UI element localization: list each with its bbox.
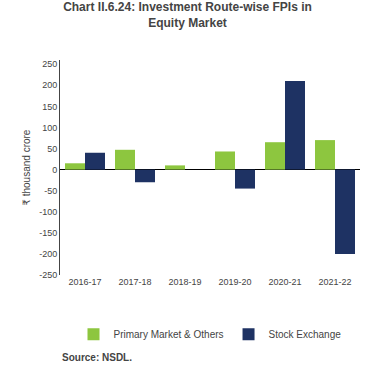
svg-text:-200: -200 [39, 249, 57, 259]
svg-text:-50: -50 [44, 186, 57, 196]
svg-text:250: 250 [42, 59, 57, 69]
svg-text:2016-17: 2016-17 [68, 277, 101, 287]
svg-text:₹ thousand crore: ₹ thousand crore [21, 129, 32, 205]
svg-text:50: 50 [47, 144, 57, 154]
svg-text:Stock Exchange: Stock Exchange [269, 329, 342, 340]
svg-text:2019-20: 2019-20 [218, 277, 251, 287]
svg-text:-150: -150 [39, 228, 57, 238]
svg-text:2021-22: 2021-22 [318, 277, 351, 287]
svg-text:2017-18: 2017-18 [118, 277, 151, 287]
svg-text:100: 100 [42, 123, 57, 133]
svg-text:-100: -100 [39, 207, 57, 217]
svg-text:-250: -250 [39, 270, 57, 280]
svg-text:2018-19: 2018-19 [168, 277, 201, 287]
svg-text:150: 150 [42, 102, 57, 112]
svg-text:Chart II.6.24: Investment Rout: Chart II.6.24: Investment Route-wise FPI… [63, 0, 312, 30]
svg-text:2020-21: 2020-21 [268, 277, 301, 287]
svg-text:0: 0 [52, 165, 57, 175]
svg-text:Source: NSDL.: Source: NSDL. [62, 352, 132, 363]
svg-text:200: 200 [42, 80, 57, 90]
svg-text:Primary Market & Others: Primary Market & Others [114, 329, 224, 340]
